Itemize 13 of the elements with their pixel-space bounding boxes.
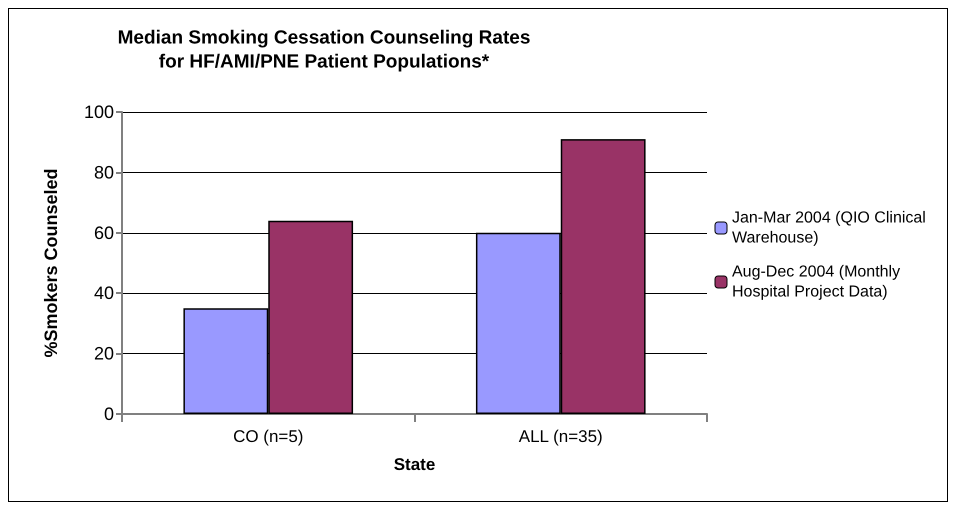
y-tick-label: 40 xyxy=(94,283,114,304)
y-tick-label: 20 xyxy=(94,344,114,364)
y-tick-label: 60 xyxy=(94,222,114,243)
y-tick-label: 100 xyxy=(84,102,114,122)
chart-title: Median Smoking Cessation Counseling Rates for HF/AMI/PNE Patient Populations* xyxy=(118,28,530,72)
y-axis-title: %Smokers Counseled xyxy=(41,168,61,358)
legend-label: Aug-Dec 2004 (Monthly Hospital Project Data) xyxy=(732,264,905,300)
legend-label: Jan-Mar 2004 (QIO Clinical Warehouse) xyxy=(732,210,930,246)
y-tick-label: 0 xyxy=(104,404,114,424)
y-tick-label: 80 xyxy=(94,162,114,182)
x-tick-label: CO (n=5) xyxy=(233,427,304,446)
x-axis-title: State xyxy=(394,455,436,474)
x-tick-label: ALL (n=35) xyxy=(518,427,603,446)
